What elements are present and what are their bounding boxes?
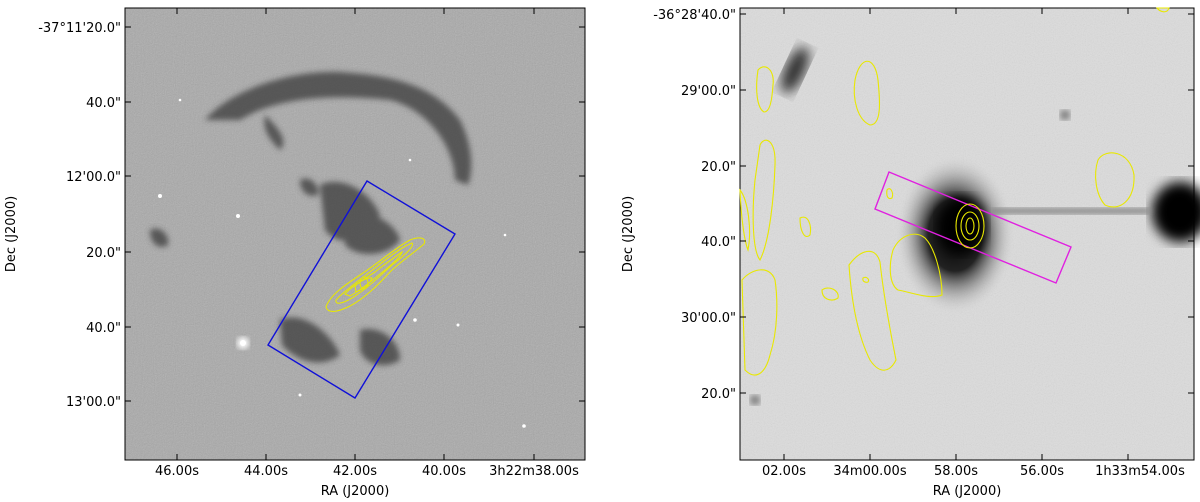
left-y-ticks [125, 26, 585, 402]
right-ytick-label: 20.0" [701, 387, 736, 402]
right-x-tick-labels: 02.00s 34m00.00s 58.00s 56.00s 1h33m54.0… [762, 464, 1185, 479]
left-x-ticks [176, 8, 535, 460]
left-ytick-label: 20.0" [86, 246, 121, 261]
right-y-axis-label: Dec (J2000) [621, 196, 636, 272]
right-xtick-label: 58.00s [934, 464, 978, 479]
left-ytick-label: -37°11'20.0" [38, 21, 121, 36]
right-xtick-label: 34m00.00s [833, 464, 906, 479]
right-xtick-label: 56.00s [1020, 464, 1064, 479]
right-xtick-label: 02.00s [762, 464, 806, 479]
left-slit-box [267, 180, 456, 399]
left-xtick-label: 44.00s [244, 464, 288, 479]
right-xtick-label: 1h33m54.00s [1095, 464, 1185, 479]
right-x-axis-label: RA (J2000) [933, 484, 1002, 499]
right-contours [739, 7, 1170, 376]
left-nebula-dark-structures [150, 71, 472, 366]
right-ytick-label: 29'00.0" [681, 84, 736, 99]
right-ytick-label: 20.0" [701, 160, 736, 175]
left-ytick-label: 13'00.0" [66, 395, 121, 410]
left-xtick-label: 3h22m38.00s [489, 464, 579, 479]
left-y-tick-labels: -37°11'20.0" 40.0" 12'00.0" 20.0" 40.0" … [38, 21, 121, 410]
left-contours [325, 237, 426, 312]
right-x-ticks [783, 8, 1129, 460]
left-y-axis-label: Dec (J2000) [4, 196, 19, 272]
left-ytick-label: 12'00.0" [66, 170, 121, 185]
left-ytick-label: 40.0" [86, 321, 121, 336]
left-xtick-label: 42.00s [333, 464, 377, 479]
right-ytick-label: 30'00.0" [681, 311, 736, 326]
right-y-tick-labels: -36°28'40.0" 29'00.0" 20.0" 40.0" 30'00.… [653, 8, 736, 402]
left-stars [158, 98, 526, 428]
right-y-ticks [740, 13, 1194, 394]
left-xtick-label: 40.00s [422, 464, 466, 479]
left-panel: -37°11'20.0" 40.0" 12'00.0" 20.0" 40.0" … [4, 7, 586, 499]
right-panel: -36°28'40.0" 29'00.0" 20.0" 40.0" 30'00.… [621, 7, 1200, 499]
right-frame [739, 7, 1195, 461]
right-slit-box [874, 171, 1072, 284]
left-x-tick-labels: 46.00s 44.00s 42.00s 40.00s 3h22m38.00s [155, 464, 579, 479]
right-ytick-label: 40.0" [701, 235, 736, 250]
left-xtick-label: 46.00s [155, 464, 199, 479]
left-x-axis-label: RA (J2000) [321, 484, 390, 499]
left-ytick-label: 40.0" [86, 96, 121, 111]
right-ytick-label: -36°28'40.0" [653, 8, 736, 23]
